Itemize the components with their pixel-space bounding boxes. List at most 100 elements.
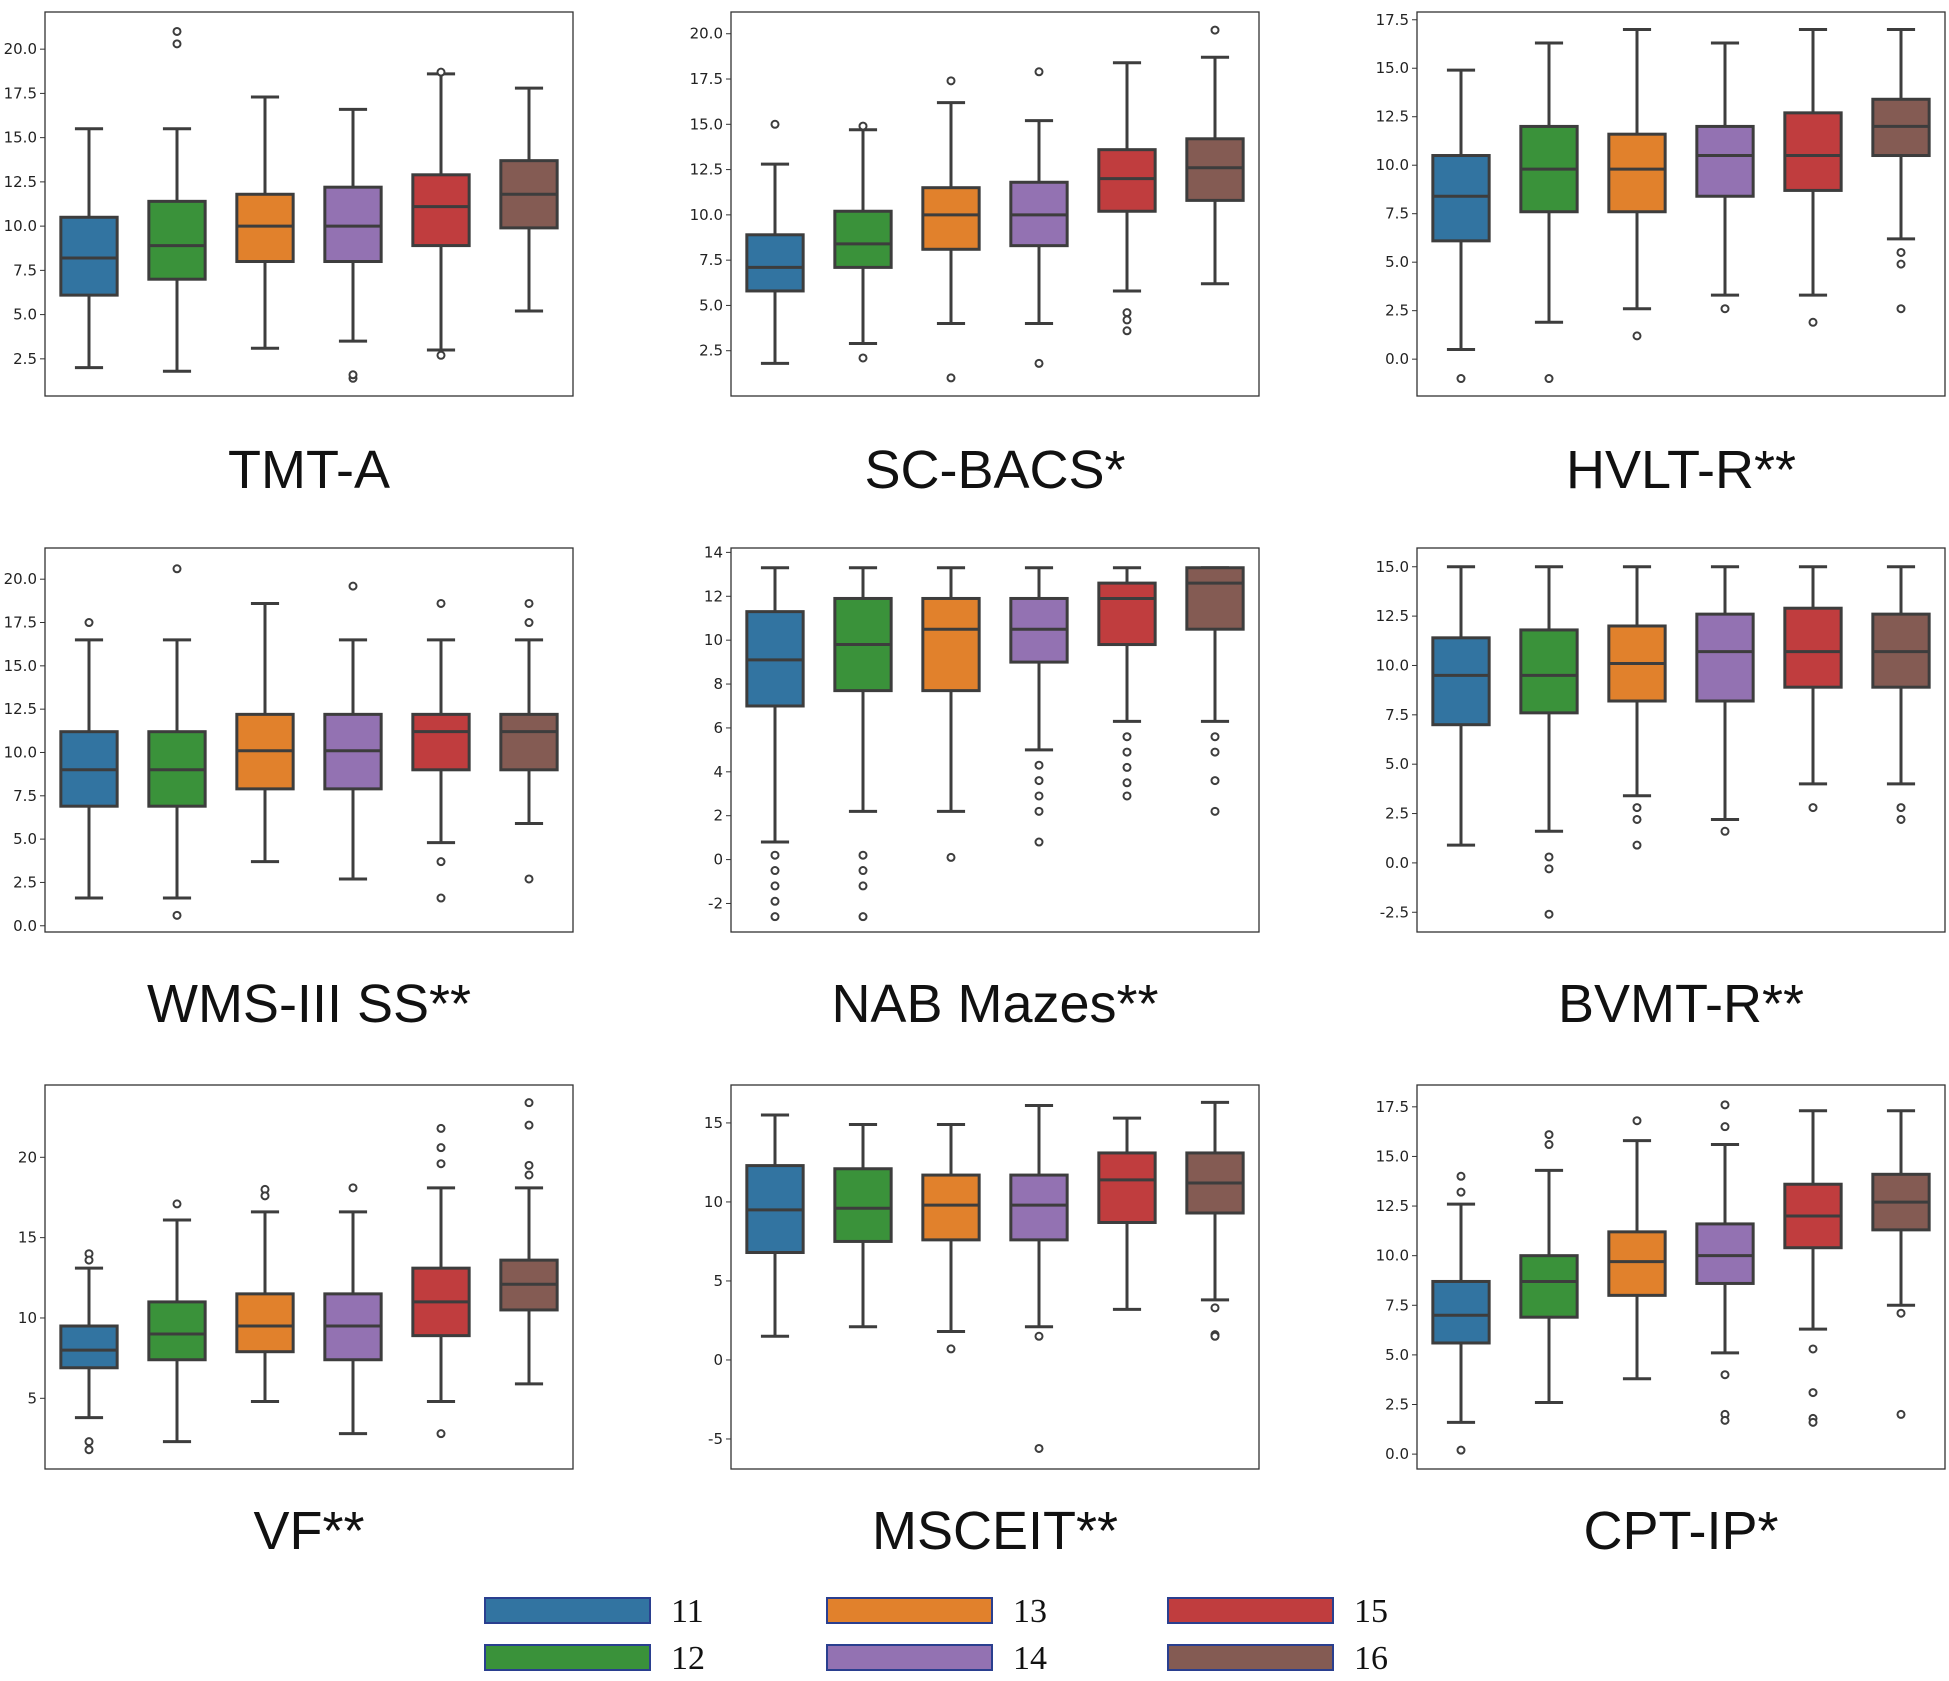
- outlier-point: [1632, 331, 1642, 341]
- panel-frame: [730, 11, 1260, 397]
- box: [235, 192, 295, 264]
- box-group-13: [1607, 27, 1667, 341]
- y-tick-label: 15.0: [4, 657, 37, 675]
- outlier-point: [348, 1183, 358, 1193]
- outlier-point: [1122, 326, 1132, 336]
- outlier-point: [1034, 760, 1044, 770]
- box-group-15: [1097, 566, 1157, 801]
- box-group-14: [1009, 566, 1069, 847]
- box-group-16: [499, 86, 559, 313]
- outlier-point: [1632, 814, 1642, 824]
- box-group-13: [1607, 1116, 1667, 1381]
- y-tick-label: 5: [713, 1272, 723, 1290]
- outlier-point: [84, 1437, 94, 1447]
- box-group-15: [1783, 1109, 1843, 1427]
- box-group-12: [1519, 565, 1579, 919]
- y-tick-label: 10.0: [1376, 1247, 1409, 1265]
- legend-item-15: 15: [1167, 1593, 1388, 1630]
- y-tick-label: 5.0: [1385, 755, 1409, 773]
- box-group-11: [1431, 68, 1491, 384]
- y-tick-label: 10: [704, 631, 723, 649]
- y-tick-label: -5: [708, 1430, 723, 1448]
- outlier-point: [1122, 791, 1132, 801]
- outlier-point: [172, 1199, 182, 1209]
- box-group-12: [1519, 1130, 1579, 1405]
- box-group-12: [833, 121, 893, 363]
- outlier-point: [1544, 852, 1554, 862]
- outlier-point: [524, 1120, 534, 1130]
- y-tick-label: 2.5: [1385, 805, 1409, 823]
- legend-swatch: [826, 1644, 993, 1671]
- outlier-point: [1210, 1303, 1220, 1313]
- outlier-point: [348, 581, 358, 591]
- outlier-point: [436, 350, 446, 360]
- outlier-point: [172, 910, 182, 920]
- box: [1519, 1254, 1579, 1319]
- legend-label: 14: [1013, 1640, 1047, 1677]
- box-group-15: [1783, 565, 1843, 813]
- y-tick-label: 14: [704, 543, 723, 561]
- box-group-12: [147, 1199, 207, 1444]
- outlier-point: [1122, 732, 1132, 742]
- y-tick-label: 7.5: [699, 251, 723, 269]
- box: [1695, 1222, 1755, 1285]
- y-tick-label: 5.0: [13, 306, 37, 324]
- panel-frame: [44, 547, 574, 933]
- box-group-13: [235, 1184, 295, 1404]
- box: [1097, 148, 1157, 213]
- panel-sc-bacs: 2.5 5.0 7.5 10.0 12.5 15.0 17.5 20.0 SC-BACS*: [690, 11, 1260, 500]
- outlier-point: [524, 874, 534, 884]
- legend-label: 13: [1013, 1593, 1047, 1630]
- box: [411, 173, 471, 248]
- outlier-point: [260, 1191, 270, 1201]
- outlier-point: [1034, 791, 1044, 801]
- outlier-point: [1034, 806, 1044, 816]
- outlier-point: [1720, 1100, 1730, 1110]
- outlier-point: [524, 1098, 534, 1108]
- y-tick-label: 17.5: [4, 84, 37, 102]
- outlier-point: [1210, 25, 1220, 35]
- y-tick-label: 12.5: [690, 161, 723, 179]
- outlier-point: [1210, 1331, 1220, 1341]
- outlier-point: [436, 1143, 446, 1153]
- y-tick-label: 17.5: [1376, 11, 1409, 29]
- box: [1185, 137, 1245, 202]
- outlier-point: [1034, 1331, 1044, 1341]
- y-tick-label: 12.5: [4, 700, 37, 718]
- box-group-13: [235, 95, 295, 350]
- panel-title: WMS-III SS**: [147, 974, 471, 1034]
- box-group-14: [323, 581, 383, 881]
- legend: 11 12 13 14 15 16: [484, 1593, 1388, 1677]
- outlier-point: [1210, 732, 1220, 742]
- outlier-point: [1808, 1388, 1818, 1398]
- outlier-point: [524, 1160, 534, 1170]
- outlier-point: [172, 26, 182, 36]
- panel-frame: [730, 1084, 1260, 1470]
- outlier-point: [1720, 304, 1730, 314]
- outlier-point: [1122, 762, 1132, 772]
- outlier-point: [946, 852, 956, 862]
- legend-label: 11: [671, 1593, 704, 1630]
- legend-swatch: [826, 1597, 993, 1624]
- box: [1431, 154, 1491, 243]
- y-tick-label: 5: [27, 1389, 37, 1407]
- box: [147, 199, 207, 281]
- box: [1009, 1173, 1069, 1242]
- box: [1607, 132, 1667, 214]
- outlier-point: [1896, 259, 1906, 269]
- box-group-15: [411, 1123, 471, 1439]
- box-group-15: [411, 598, 471, 903]
- box-group-14: [323, 1183, 383, 1436]
- box: [147, 1300, 207, 1362]
- outlier-point: [436, 857, 446, 867]
- outlier-point: [1544, 374, 1554, 384]
- outlier-point: [1034, 1443, 1044, 1453]
- outlier-point: [1808, 317, 1818, 327]
- box-group-11: [59, 127, 119, 370]
- y-tick-label: 10: [18, 1309, 37, 1327]
- box: [1097, 1151, 1157, 1224]
- box-group-12: [147, 26, 207, 373]
- y-tick-label: 4: [713, 763, 723, 781]
- panel-hvlt-r: 0.0 2.5 5.0 7.5 10.0 12.5 15.0 17.5 HVLT-R**: [1376, 11, 1946, 500]
